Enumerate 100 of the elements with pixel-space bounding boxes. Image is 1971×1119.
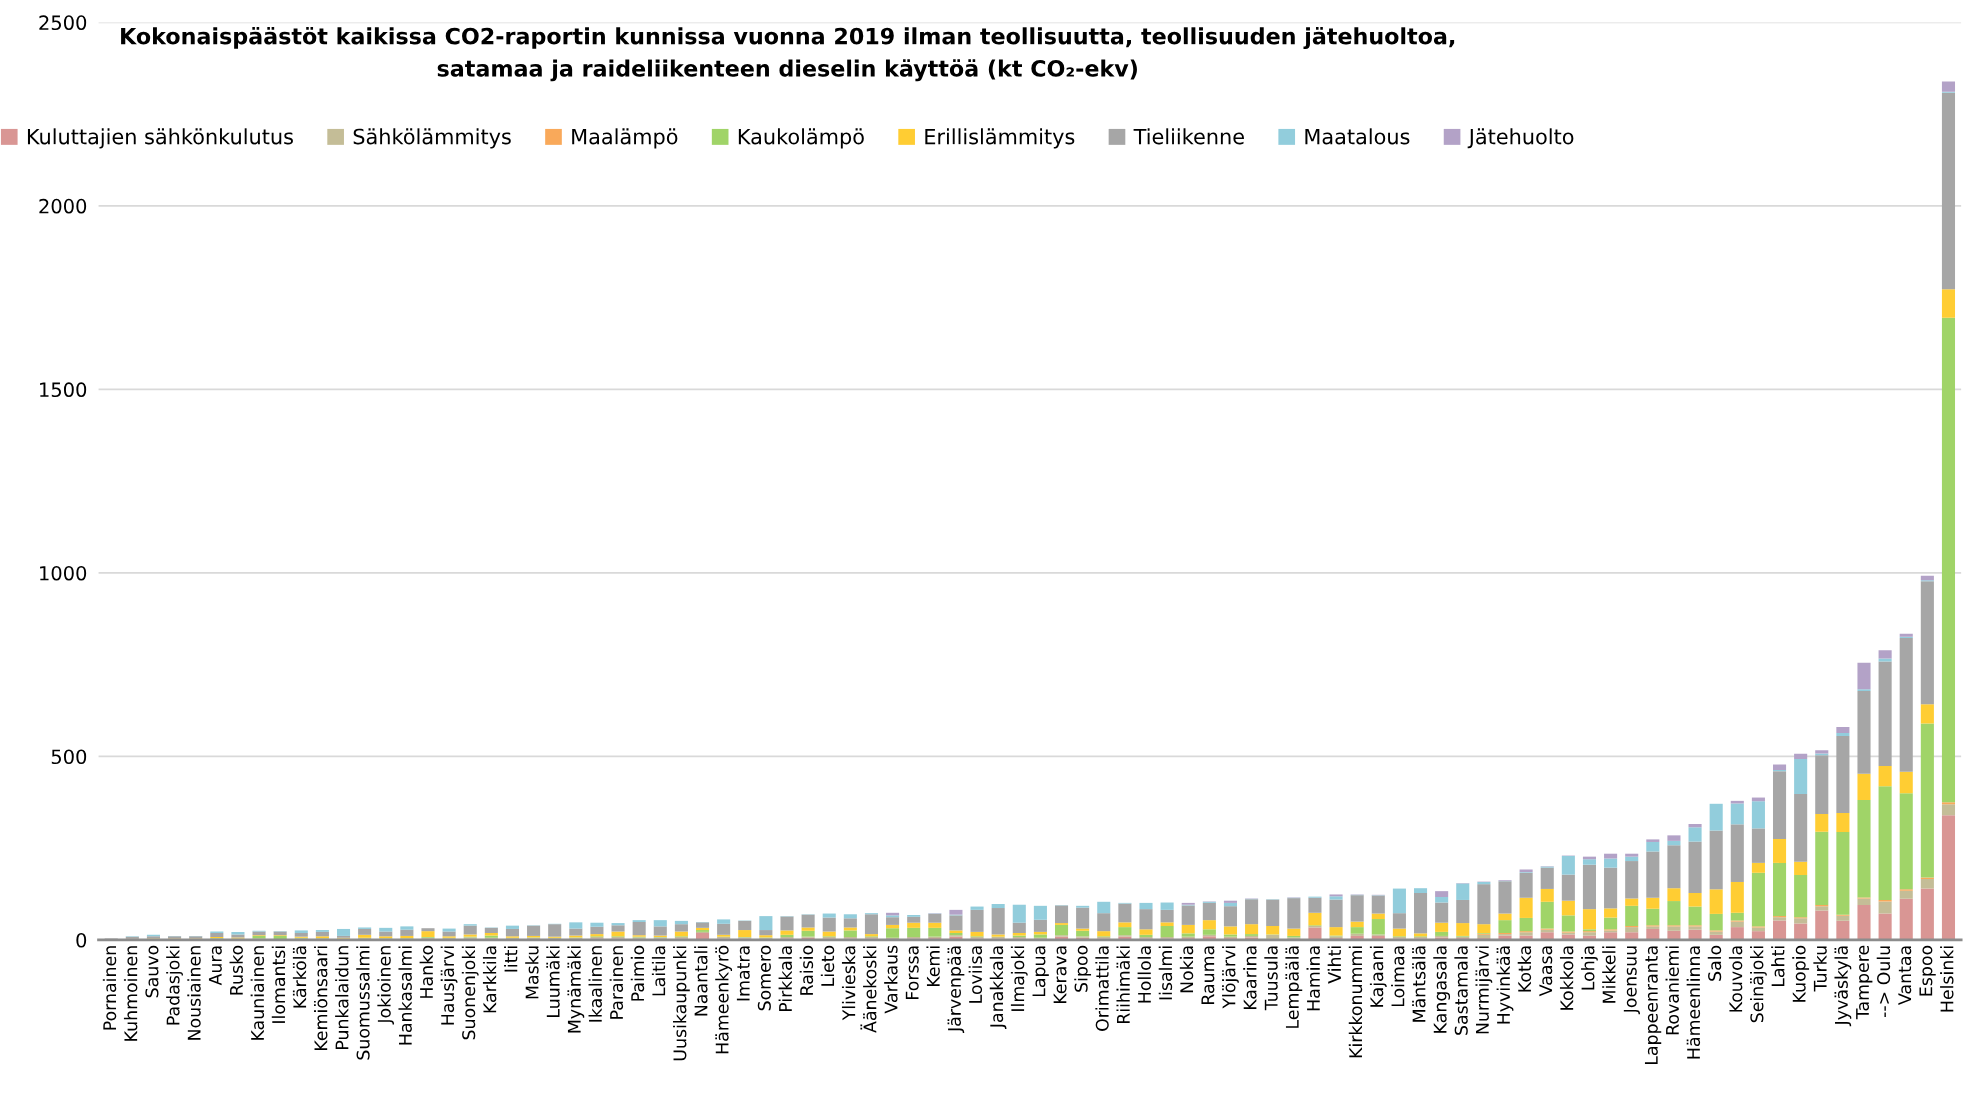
x-tick-label: Hamina [1306, 946, 1320, 1011]
x-tick-label: Riihimäki [1116, 946, 1130, 1024]
legend-label: Jätehuolto [1467, 128, 1574, 149]
x-tick-label: Hausjärvi [440, 946, 458, 1025]
y-tick-label: 2500 [39, 15, 87, 31]
y-tick-label: 1000 [40, 565, 87, 581]
x-tick-label: Kauniainen [250, 946, 265, 1040]
x-tick-label: Kangasala [1433, 946, 1451, 1033]
x-tick-label: Kuhmoinen [123, 946, 138, 1041]
legend-label: Tieliikenne [1133, 128, 1244, 145]
x-tick-label: Kouvola [1728, 946, 1743, 1012]
x-tick-label: Kerava [1053, 946, 1067, 1004]
x-tick-label: Uusikaupunki [673, 946, 690, 1061]
x-tick-label: Vihti [1327, 946, 1341, 984]
y-tick-label: 2000 [39, 198, 87, 214]
x-tick-label: Nokia [1179, 946, 1194, 993]
x-tick-label: Hanko [419, 945, 434, 998]
x-tick-label: Hämeenkyrö [715, 945, 733, 1054]
x-tick-label: Rovaniemi [1665, 946, 1679, 1035]
legend-label: Kuluttajien sähkönkulutus [27, 128, 293, 149]
x-tick-label: Lempäälä [1285, 946, 1303, 1028]
x-tick-label: Sastamala [1454, 946, 1468, 1035]
x-tick-label: Kokkola [1559, 946, 1574, 1010]
x-tick-label: Lappeenranta [1644, 946, 1662, 1065]
x-tick-label: Mikkeli [1602, 946, 1616, 1003]
x-tick-label: Karkkila [482, 946, 497, 1013]
x-tick-label: Suomussalmi [356, 946, 370, 1060]
x-tick-label: Pornainen [102, 946, 117, 1030]
x-tick-label: Jokioinen [377, 946, 395, 1025]
x-tick-label: Ylöjärvi [1222, 946, 1239, 1009]
x-tick-label: Vaasa [1539, 946, 1553, 997]
x-tick-label: Somero [757, 945, 771, 1011]
x-tick-label: Jyväskylä [1834, 946, 1852, 1027]
text: Kokonaispäästöt kaikissa CO2-raportin kunnissa vuonna 2019 ilman teollisuutta, teollisuuden jätehuoltoa, satamaa ja raideliikenteen dieselin käyttöä (kt CO₂-ekv) [121, 26, 1455, 82]
x-tick-label: Suonenjoki [461, 946, 479, 1040]
x-tick-label: Kaarina [1243, 946, 1257, 1010]
x-tick-label: Loimaa [1391, 946, 1405, 1007]
x-tick-label: Masku [525, 946, 539, 999]
x-tick-label: Hyvinkää [1496, 946, 1514, 1024]
x-tick-label: --> Oulu [1876, 946, 1891, 1018]
x-tick-label: Pirkkala [778, 946, 793, 1012]
x-tick-label: Lahti [1771, 946, 1785, 987]
x-tick-label: Vantaa [1898, 946, 1912, 1005]
x-tick-label: Rusko [229, 945, 243, 995]
x-tick-label: Imatra [736, 946, 750, 1001]
x-tick-label: Hollola [1137, 946, 1152, 1003]
x-tick-label: Turku [1813, 946, 1827, 992]
y-tick-label: 500 [51, 749, 87, 765]
x-tick-label: Paimio [630, 945, 645, 1001]
legend-label: Sähkölämmitys [353, 128, 511, 149]
x-tick-label: Kemi [926, 946, 940, 987]
x-tick-label: Aura [208, 946, 222, 986]
x-tick-label: Punkalaidun [335, 946, 349, 1049]
legend-label: Maalämpö [572, 128, 678, 149]
legend-label: Erillislämmitys [925, 128, 1075, 149]
y-tick-label: 1500 [40, 382, 87, 398]
x-tick-label: Joensuu [1623, 946, 1640, 1015]
x-tick-label: Hankasalmi [398, 946, 412, 1045]
x-tick-label: Orimattila [1095, 946, 1109, 1031]
x-tick-label: Luumäki [546, 946, 560, 1017]
x-tick-label: Naantali [694, 946, 708, 1016]
x-tick-label: Raisio [799, 945, 814, 995]
x-tick-label: Kirkkonummi [1348, 946, 1363, 1058]
y-tick-label: 0 [76, 932, 87, 948]
x-tick-label: Varkaus [884, 945, 898, 1014]
x-tick-label: Lapua [1032, 946, 1049, 997]
x-tick-label: Helsinki [1940, 946, 1954, 1012]
x-tick-label: Kajaani [1369, 946, 1387, 1007]
x-tick-label: Forssa [905, 946, 919, 999]
x-tick-label: Parainen [609, 946, 624, 1019]
x-tick-label: Äänekoski [860, 946, 877, 1033]
x-tick-label: Ilomantsi [271, 946, 286, 1023]
x-tick-label: Loviisa [968, 946, 983, 1003]
x-tick-label: Kotka [1517, 946, 1532, 992]
x-tick-label: Iisalmi [1158, 946, 1173, 1000]
x-tick-label: Rauma [1201, 946, 1215, 1004]
x-tick-label: Nousiainen [187, 946, 201, 1040]
x-tick-label: Mynämäki [567, 946, 585, 1033]
x-tick-label: Iitti [504, 946, 518, 972]
x-tick-label: Tuusula [1264, 946, 1278, 1011]
x-tick-label: Espoo [1919, 945, 1936, 996]
x-tick-label: Padasjoki [166, 946, 183, 1025]
x-tick-label: Laitila [651, 946, 666, 996]
x-tick-label: Ikaalinen [588, 946, 602, 1022]
x-tick-label: Mäntsälä [1412, 946, 1426, 1022]
x-tick-label: Seinäjoki [1750, 946, 1767, 1023]
x-tick-label: Kuopio [1792, 945, 1810, 1002]
x-tick-label: Ilmajoki [1010, 946, 1028, 1011]
x-tick-label: Ylivieska [841, 946, 856, 1021]
legend-label: Maatalous [1305, 128, 1410, 145]
x-tick-label: Nurmijärvi [1475, 946, 1493, 1034]
x-tick-label: Kärkölä [292, 946, 307, 1008]
x-tick-label: Sipoo [1074, 945, 1092, 992]
x-tick-label: Järvenpää [947, 946, 965, 1033]
x-tick-label: Salo [1707, 945, 1722, 981]
x-tick-label: Hämeenlinna [1686, 946, 1701, 1059]
x-tick-label: Tampere [1856, 945, 1873, 1020]
x-tick-label: Janakkala [989, 946, 1007, 1030]
x-tick-label: Lieto [820, 945, 835, 986]
x-tick-label: Sauvo [145, 945, 159, 998]
